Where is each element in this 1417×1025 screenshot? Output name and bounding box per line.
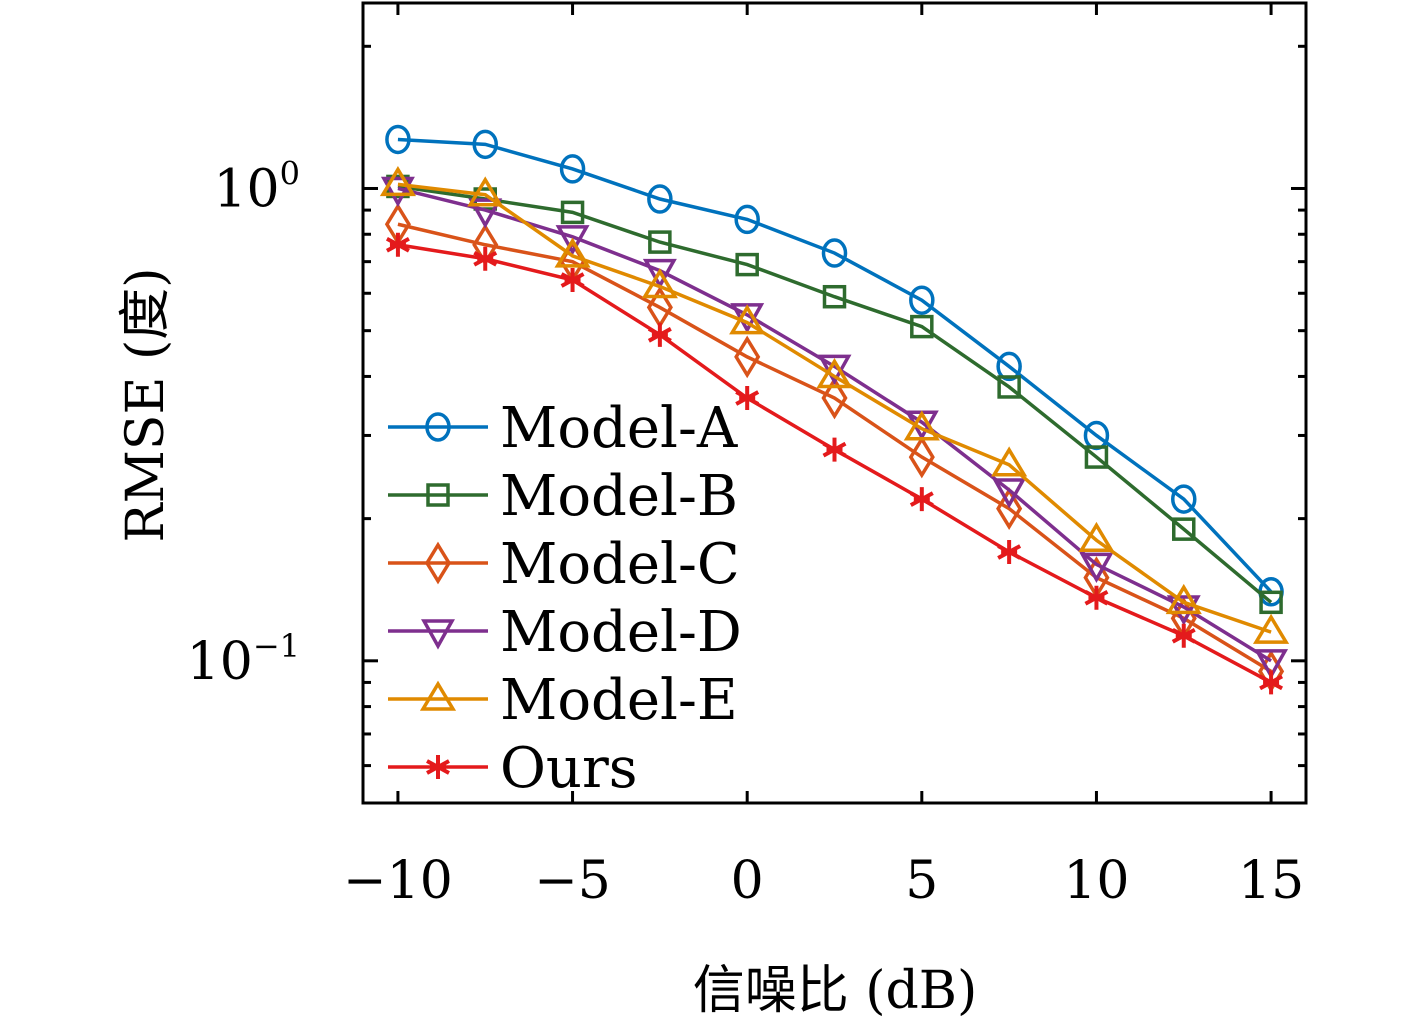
data-point-marker: [735, 386, 760, 411]
legend-label: Model-E: [500, 668, 738, 733]
data-point-marker: [555, 225, 590, 256]
data-point-marker: [1171, 484, 1197, 514]
x-tick-label: 15: [1238, 851, 1304, 911]
data-point-marker: [996, 487, 1023, 530]
data-point-marker: [816, 358, 853, 389]
data-point-marker: [648, 230, 672, 254]
data-point-marker: [822, 437, 847, 462]
x-tick-label: 0: [731, 851, 764, 911]
data-point-marker: [1079, 552, 1114, 583]
data-point-marker: [1165, 583, 1202, 615]
legend-marker: [425, 412, 451, 442]
y-axis-label: RMSE (度): [116, 267, 176, 542]
legend-entry: Model-E: [388, 668, 738, 733]
legend-entry: Ours: [388, 736, 637, 801]
data-point-marker: [1166, 595, 1201, 626]
data-point-marker: [379, 166, 417, 197]
data-point-marker: [909, 487, 934, 512]
data-point-marker: [647, 322, 672, 347]
data-point-marker: [1254, 649, 1289, 680]
legend-marker: [426, 483, 450, 507]
legend-marker: [424, 541, 452, 585]
data-point-marker: [554, 237, 591, 268]
data-point-marker: [473, 246, 498, 271]
x-tick-label: −5: [534, 851, 611, 911]
data-point-marker: [997, 375, 1021, 399]
legend-marker: [421, 619, 455, 650]
data-point-marker: [468, 198, 503, 229]
data-point-marker: [647, 184, 673, 214]
x-tick-label: −10: [343, 851, 453, 911]
data-point-marker: [642, 258, 677, 290]
data-point-marker: [991, 446, 1028, 477]
legend-label: Model-C: [500, 532, 740, 597]
data-point-marker: [472, 129, 498, 160]
legend-label: Model-A: [500, 396, 738, 461]
legend-label: Ours: [500, 736, 637, 801]
data-point-marker: [385, 232, 410, 257]
data-point-marker: [822, 284, 847, 309]
series-line: [397, 137, 1273, 593]
series-line: [397, 182, 1272, 634]
data-point-marker: [1252, 613, 1290, 644]
data-point-marker: [1259, 590, 1283, 615]
y-tick-label: 10−1: [187, 627, 300, 692]
data-point-marker: [908, 435, 935, 479]
series-model-e: [379, 166, 1290, 644]
data-point-marker: [992, 478, 1027, 509]
data-point-marker: [734, 204, 760, 235]
legend-entry: Model-D: [388, 600, 742, 665]
legend-entry: Model-B: [388, 464, 738, 529]
series-model-b: [386, 174, 1283, 615]
y-tick-label: 100: [213, 154, 300, 219]
x-tick-label: 5: [905, 851, 938, 911]
legend-marker: [419, 680, 457, 711]
data-point-marker: [817, 354, 852, 386]
data-point-marker: [910, 314, 934, 339]
data-point-marker: [385, 124, 411, 155]
data-point-marker: [821, 376, 848, 420]
data-point-marker: [560, 268, 585, 293]
data-point-marker: [821, 238, 848, 268]
data-point-marker: [735, 252, 759, 277]
data-point-marker: [997, 539, 1022, 564]
data-point-marker: [734, 335, 761, 379]
legend-entry: Model-C: [388, 532, 740, 597]
data-point-marker: [1172, 517, 1196, 541]
x-axis-label: 信噪比 (dB): [693, 961, 978, 1021]
legend-label: Model-B: [500, 464, 738, 529]
data-point-marker: [641, 268, 678, 299]
data-point-marker: [1259, 670, 1284, 695]
legend-label: Model-D: [500, 600, 742, 665]
legend-entry: Model-A: [388, 396, 738, 461]
data-point-marker: [996, 351, 1022, 382]
data-point-marker: [1078, 521, 1115, 552]
data-point-marker: [467, 176, 504, 207]
series-line: [397, 186, 1272, 663]
data-point-marker: [903, 410, 940, 441]
data-point-marker: [1171, 623, 1196, 648]
plot-frame: [361, 1, 1308, 805]
data-point-marker: [729, 304, 766, 335]
data-point-marker: [909, 285, 935, 315]
x-tick-label: 10: [1063, 851, 1129, 911]
data-point-marker: [560, 200, 585, 225]
data-point-marker: [1084, 585, 1109, 610]
series-line: [397, 222, 1272, 673]
series-model-a: [385, 124, 1284, 607]
data-point-marker: [1084, 445, 1109, 469]
series-line: [397, 184, 1273, 604]
legend-marker: [426, 755, 450, 779]
series-ours: [385, 232, 1284, 695]
data-point-marker: [380, 176, 415, 208]
data-point-marker: [559, 154, 586, 184]
